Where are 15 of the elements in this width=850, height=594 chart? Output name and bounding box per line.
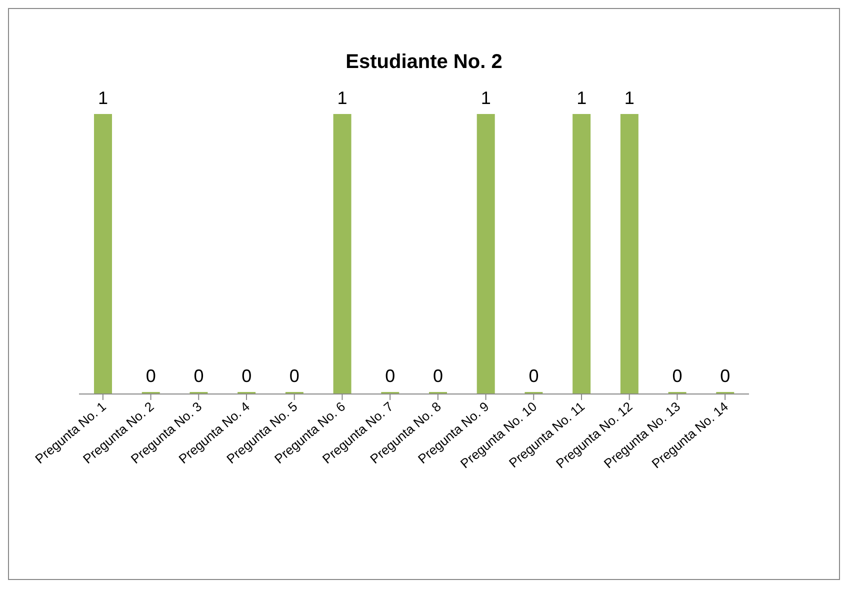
data-label: 1 [337, 88, 348, 108]
data-label: 0 [528, 366, 539, 386]
data-label: 0 [432, 366, 444, 386]
data-label: 0 [242, 366, 252, 386]
data-label: 0 [720, 366, 730, 386]
chart-title: Estudiante No. 2 [344, 51, 504, 74]
data-label: 1 [576, 88, 587, 108]
data-label: 1 [480, 88, 491, 108]
data-label: 0 [385, 366, 396, 386]
data-label: 0 [672, 366, 682, 386]
data-label: 0 [146, 366, 156, 386]
data-label: 0 [194, 366, 204, 386]
data-label: 0 [289, 366, 300, 386]
data-label: 1 [98, 88, 108, 108]
data-label: 1 [624, 88, 634, 108]
